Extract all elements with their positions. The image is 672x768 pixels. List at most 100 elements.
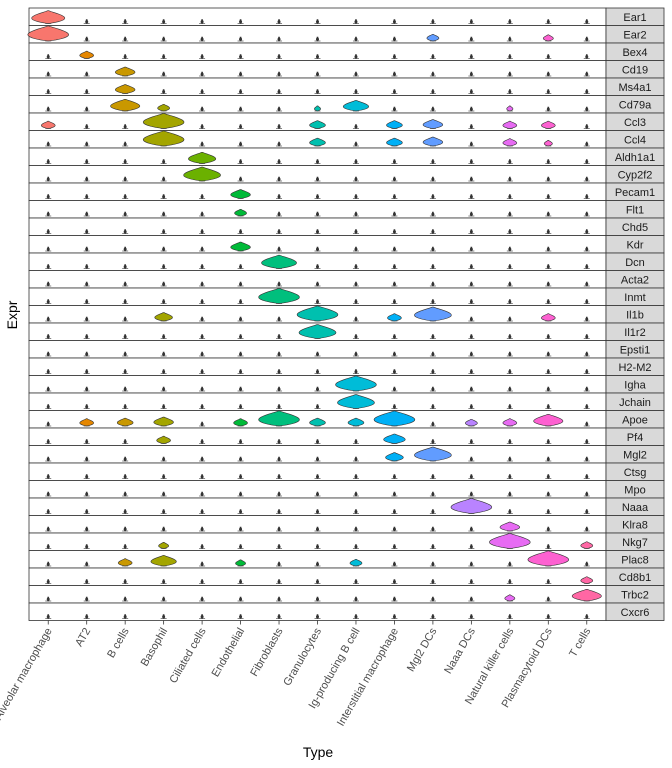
violin	[585, 264, 589, 269]
violin	[239, 526, 243, 532]
violin	[469, 36, 473, 42]
violin	[277, 36, 281, 42]
violin	[508, 36, 512, 42]
violin	[85, 141, 89, 147]
violin	[162, 369, 166, 374]
violin	[46, 561, 50, 567]
violin	[585, 369, 589, 374]
violin	[162, 299, 166, 304]
violin	[585, 316, 589, 322]
violin	[46, 316, 50, 322]
y-axis-title: Expr	[4, 300, 20, 329]
violin	[469, 89, 473, 94]
violin	[546, 211, 550, 217]
violin	[431, 19, 435, 24]
violin	[123, 579, 127, 584]
violin	[309, 137, 326, 147]
violin	[85, 614, 89, 619]
violin	[85, 561, 89, 567]
violin	[354, 19, 358, 24]
violin	[392, 246, 396, 252]
violin	[46, 596, 50, 602]
violin	[46, 579, 50, 584]
violin	[469, 299, 473, 304]
violin	[585, 54, 589, 59]
violin	[162, 54, 166, 59]
violin	[233, 418, 248, 427]
violin	[123, 596, 127, 602]
violin	[277, 281, 281, 287]
violin	[354, 299, 358, 304]
violin	[162, 474, 166, 479]
violin	[239, 351, 243, 357]
violin	[277, 491, 281, 497]
violin	[123, 456, 127, 462]
violin	[31, 10, 66, 24]
violin	[431, 421, 435, 427]
violin	[354, 54, 358, 59]
violin	[354, 316, 358, 322]
violin	[349, 558, 363, 567]
violin	[469, 456, 473, 462]
violin	[142, 113, 185, 129]
violin	[541, 313, 556, 322]
violin	[315, 386, 320, 392]
violin	[277, 316, 281, 322]
violin	[431, 106, 435, 112]
violin	[239, 474, 243, 479]
violin	[354, 614, 358, 619]
violin	[315, 54, 320, 59]
violin	[508, 71, 512, 77]
violin	[183, 166, 221, 182]
violin	[200, 106, 204, 112]
x-tick-label: Alveolar macrophage	[0, 626, 55, 722]
violin	[585, 404, 589, 409]
violin	[315, 456, 320, 462]
violin	[546, 491, 550, 497]
violin	[239, 141, 243, 147]
violin	[585, 439, 589, 444]
violin	[585, 491, 589, 497]
violin	[354, 334, 358, 339]
violin	[277, 544, 281, 549]
violin	[85, 316, 89, 322]
violin	[392, 526, 396, 532]
strip-label: Nkg7	[622, 537, 648, 549]
violin	[392, 106, 396, 112]
violin	[200, 579, 204, 584]
violin	[239, 439, 243, 444]
violin	[508, 316, 512, 322]
strip-label: Il1b	[626, 309, 644, 321]
violin	[277, 176, 281, 182]
violin	[117, 558, 133, 567]
violin	[162, 211, 166, 217]
violin	[469, 211, 473, 217]
violin	[315, 579, 320, 584]
violin	[431, 491, 435, 497]
violin	[277, 509, 281, 514]
violin	[354, 474, 358, 479]
violin	[162, 159, 166, 164]
violin	[546, 351, 550, 357]
violin	[315, 176, 320, 182]
violin	[450, 498, 493, 514]
violin	[277, 71, 281, 77]
violin	[46, 194, 50, 199]
violin	[239, 176, 243, 182]
violin	[431, 264, 435, 269]
violin	[527, 550, 570, 567]
violin	[469, 351, 473, 357]
violin	[431, 369, 435, 374]
violin	[315, 281, 320, 287]
violin	[585, 334, 589, 339]
violin	[200, 36, 204, 42]
violin	[123, 211, 127, 217]
violin	[200, 19, 204, 24]
violin	[354, 246, 358, 252]
violin	[123, 526, 127, 532]
violin	[46, 509, 50, 514]
violin	[162, 281, 166, 287]
violin	[85, 404, 89, 409]
violin	[277, 561, 281, 567]
